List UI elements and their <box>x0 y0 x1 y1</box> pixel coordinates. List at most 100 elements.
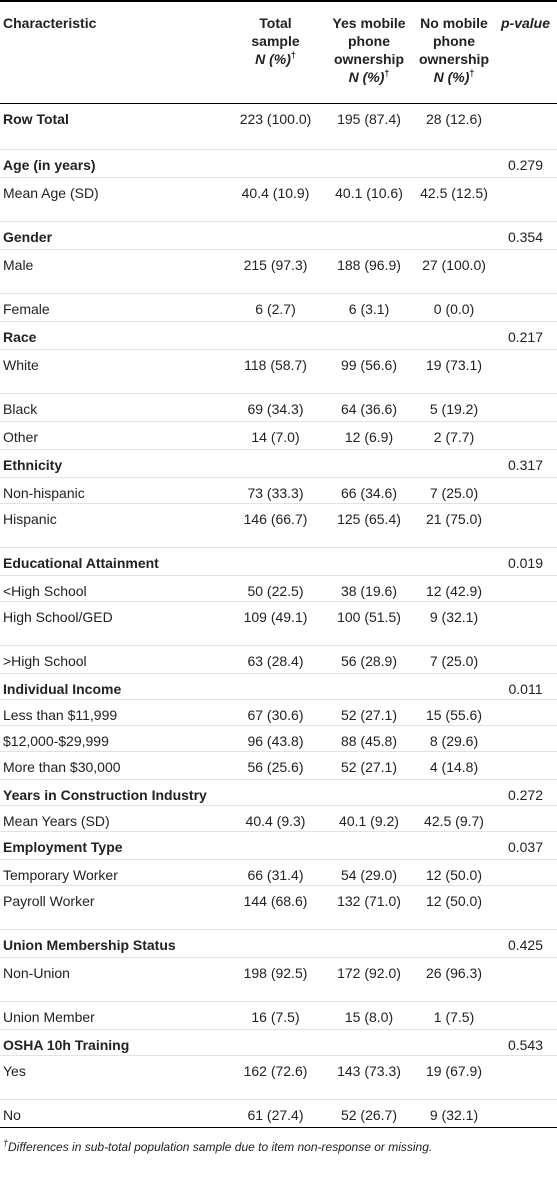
cell-yes: 88 (45.8) <box>340 733 398 749</box>
cell-no: 1 (7.5) <box>433 1009 475 1025</box>
cell-no: 21 (75.0) <box>425 511 483 527</box>
cell-total: 118 (58.7) <box>244 357 307 373</box>
cell-total: 67 (30.6) <box>247 707 304 723</box>
cell-no: 2 (7.7) <box>433 429 475 445</box>
row-label: <High School <box>3 583 87 599</box>
table-row: Non-hispanic 73 (33.3) 66 (34.6) 7 (25.0) <box>0 478 557 504</box>
row-label: $12,000-$29,999 <box>3 733 109 749</box>
cell-total: 69 (34.3) <box>247 401 304 417</box>
row-label: Black <box>3 401 38 417</box>
cell-pvalue <box>494 1056 557 1099</box>
cell-pvalue: 0.354 <box>507 229 544 245</box>
cell-total: 16 (7.5) <box>251 1009 300 1025</box>
cell-total <box>227 548 324 575</box>
section-row: OSHA 10h Training 0.543 <box>0 1030 557 1056</box>
cell-pvalue: 0.543 <box>507 1037 544 1053</box>
row-label: Hispanic <box>3 511 57 527</box>
cell-total: 109 (49.1) <box>243 609 308 625</box>
cell-no <box>414 674 494 699</box>
cell-yes <box>324 1030 414 1055</box>
table-row: Less than $11,999 67 (30.6) 52 (27.1) 15 (5… <box>0 700 557 726</box>
row-label: >High School <box>3 653 87 669</box>
cell-pvalue <box>494 958 557 1001</box>
cell-yes: 188 (96.9) <box>337 257 401 273</box>
row-label: Gender <box>3 229 53 245</box>
cell-total: 96 (43.8) <box>247 733 304 749</box>
section-row: Row Total 223 (100.0) 195 (87.4) 28 (12.6) <box>0 104 557 150</box>
cell-no <box>414 832 494 859</box>
cell-total: 40.4 (10.9) <box>241 185 310 201</box>
row-label: Mean Years (SD) <box>3 813 110 829</box>
row-label: OSHA 10h Training <box>3 1037 130 1053</box>
cell-yes: 64 (36.6) <box>340 401 398 417</box>
row-label: Payroll Worker <box>3 893 95 909</box>
cell-yes: 54 (29.0) <box>340 867 398 883</box>
cell-yes <box>324 780 414 805</box>
cell-no: 42.5 (9.7) <box>424 813 484 829</box>
table-header: Characteristic Total sample N (%)† Yes m… <box>0 0 557 104</box>
cell-yes: 40.1 (9.2) <box>339 813 399 829</box>
row-label: Union Member <box>3 1009 95 1025</box>
row-label: Mean Age (SD) <box>3 185 99 201</box>
cell-no: 8 (29.6) <box>429 733 479 749</box>
cell-total <box>227 322 324 349</box>
row-label: Non-hispanic <box>3 485 85 501</box>
cell-total: 56 (25.6) <box>247 759 304 775</box>
section-row: Gender 0.354 <box>0 222 557 250</box>
row-label: Male <box>3 257 34 273</box>
cell-pvalue <box>494 576 557 601</box>
cell-pvalue <box>494 478 557 503</box>
cell-no <box>414 150 494 177</box>
header-yes-ownership: Yes mobile phone ownership N (%)† <box>332 15 406 85</box>
cell-pvalue <box>494 294 557 321</box>
table-row: White 118 (58.7) 99 (56.6) 19 (73.1) <box>0 350 557 394</box>
cell-pvalue: 0.217 <box>507 329 544 345</box>
data-table: Characteristic Total sample N (%)† Yes m… <box>0 0 557 1128</box>
section-row: Educational Attainment 0.019 <box>0 548 557 576</box>
cell-total <box>227 780 324 805</box>
section-row: Employment Type 0.037 <box>0 832 557 860</box>
row-label: Row Total <box>3 111 69 127</box>
row-label: Female <box>3 301 50 317</box>
cell-pvalue: 0.037 <box>507 839 544 855</box>
cell-pvalue <box>494 700 557 725</box>
cell-yes: 52 (27.1) <box>340 759 398 775</box>
row-label: Educational Attainment <box>3 555 159 571</box>
cell-no: 12 (50.0) <box>425 867 483 883</box>
table-row: Payroll Worker 144 (68.6) 132 (71.0) 12 (50… <box>0 886 557 930</box>
cell-total: 73 (33.3) <box>247 485 304 501</box>
cell-no: 26 (96.3) <box>425 965 483 981</box>
cell-yes: 38 (19.6) <box>340 583 398 599</box>
cell-pvalue <box>494 806 557 831</box>
cell-pvalue <box>494 104 557 149</box>
cell-pvalue <box>494 726 557 751</box>
cell-yes: 66 (34.6) <box>340 485 398 501</box>
cell-pvalue: 0.425 <box>507 937 544 953</box>
cell-no: 9 (32.1) <box>429 609 479 625</box>
table-row: More than $30,000 56 (25.6) 52 (27.1) 4 (14… <box>0 752 557 780</box>
cell-total: 63 (28.4) <box>247 653 304 669</box>
row-label: Individual Income <box>3 681 122 697</box>
cell-yes <box>324 674 414 699</box>
cell-yes: 52 (26.7) <box>340 1107 398 1123</box>
cell-total: 162 (72.6) <box>243 1063 308 1079</box>
cell-total <box>227 832 324 859</box>
row-label: Other <box>3 429 39 445</box>
cell-no <box>414 322 494 349</box>
cell-yes: 15 (8.0) <box>344 1009 394 1025</box>
cell-pvalue <box>494 646 557 673</box>
table-row: Black 69 (34.3) 64 (36.6) 5 (19.2) <box>0 394 557 422</box>
row-label: No <box>3 1107 21 1123</box>
cell-no <box>414 548 494 575</box>
header-no-ownership: No mobile phone ownership N (%)† <box>418 15 489 85</box>
table-body: Row Total 223 (100.0) 195 (87.4) 28 (12.6) A… <box>0 104 557 1128</box>
cell-yes: 40.1 (10.6) <box>335 185 403 201</box>
cell-total: 61 (27.4) <box>247 1107 304 1123</box>
header-total-sample: Total sample N (%)† <box>251 15 300 67</box>
cell-pvalue <box>494 178 557 221</box>
table-row: Mean Age (SD) 40.4 (10.9) 40.1 (10.6) 42.5 … <box>0 178 557 222</box>
row-label: Years in Construction Industry <box>3 787 207 803</box>
table-footnote: †Differences in sub-total population sam… <box>3 1138 433 1155</box>
cell-yes <box>324 832 414 859</box>
table-row: No 61 (27.4) 52 (26.7) 9 (32.1) <box>0 1100 557 1128</box>
